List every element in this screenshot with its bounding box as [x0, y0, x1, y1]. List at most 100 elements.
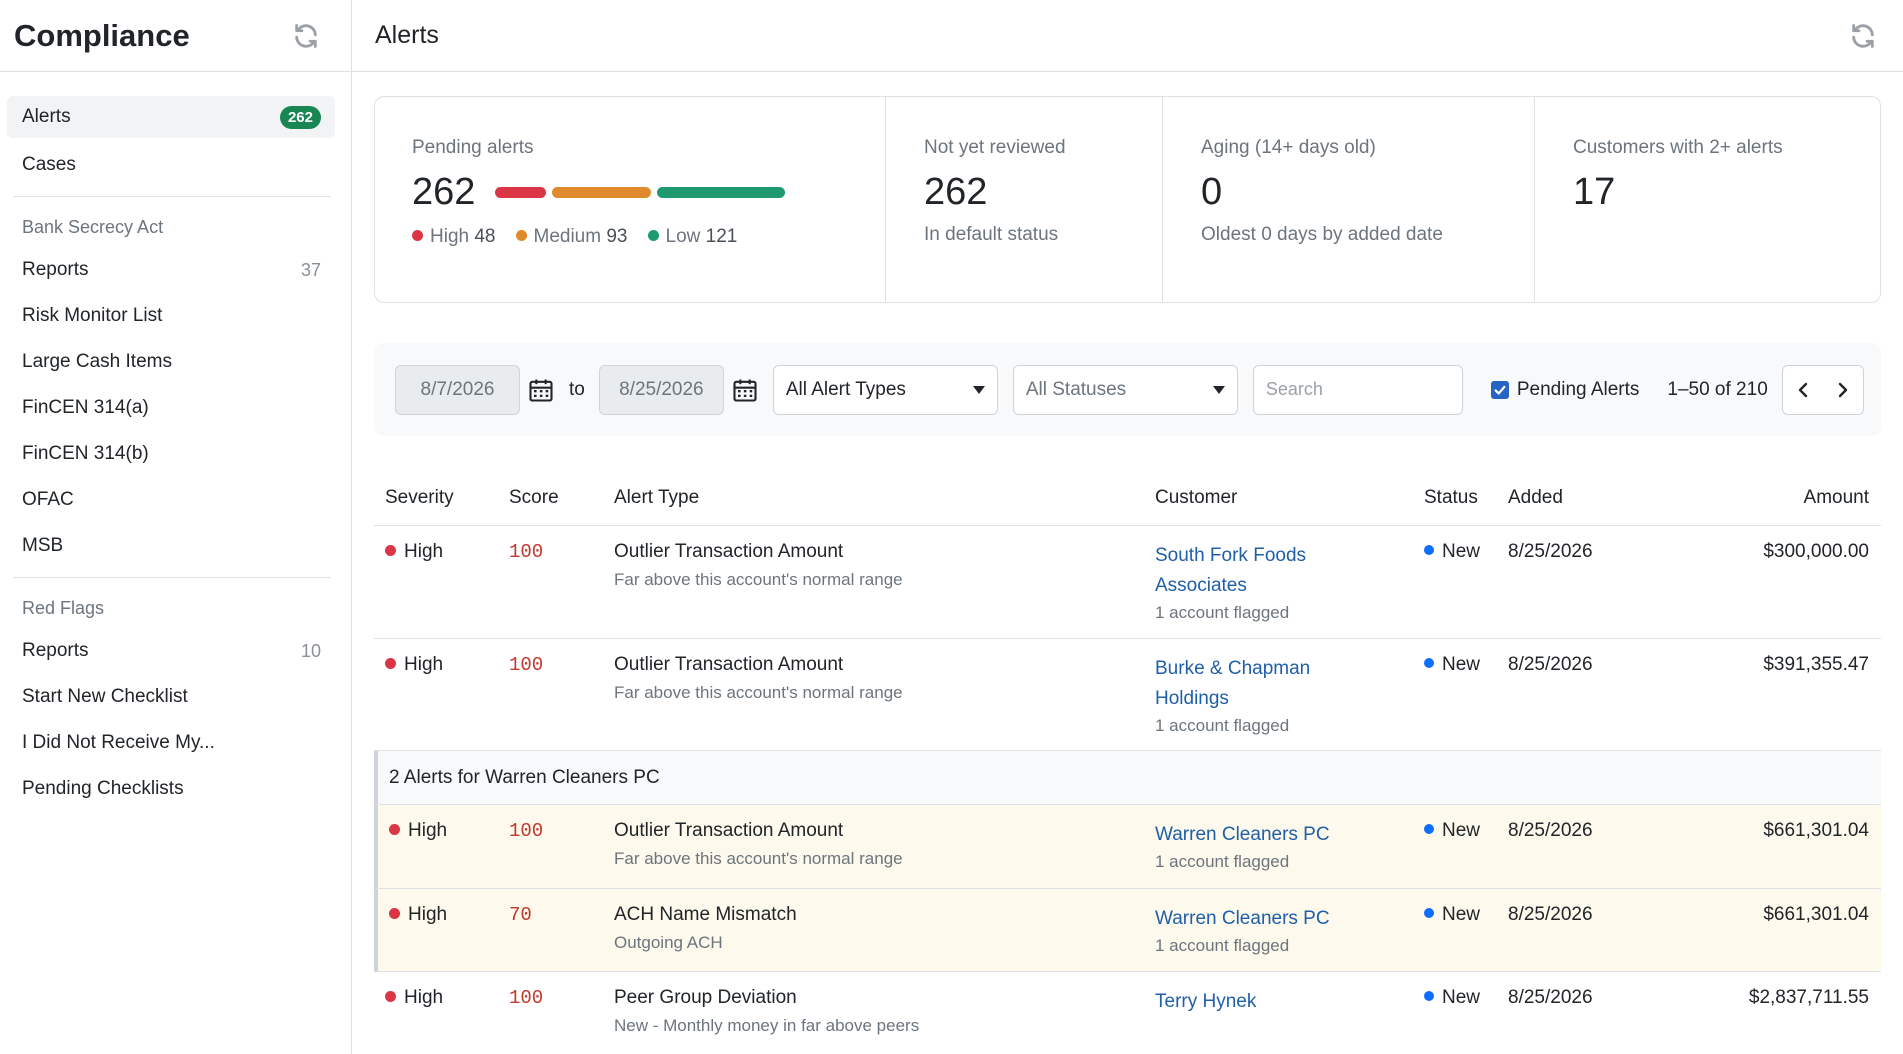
reports-count: 10 — [300, 640, 321, 661]
alert-type-select[interactable]: All Alert Types — [772, 364, 998, 415]
col-customer[interactable]: Customer — [1155, 486, 1238, 508]
to-label: to — [569, 378, 585, 400]
customer-link[interactable]: South Fork Foods Associates — [1155, 545, 1307, 596]
table-row[interactable]: High 100 Peer Group Deviation New - Month… — [374, 972, 1881, 1054]
chevron-left-icon — [1798, 382, 1807, 397]
sidebar-item-label: Pending Checklists — [22, 778, 184, 799]
table-row[interactable]: High 70 ACH Name Mismatch Outgoing ACH Wa… — [374, 889, 1881, 972]
legend-label: Medium — [533, 226, 602, 247]
col-severity[interactable]: Severity — [385, 486, 454, 508]
alert-type-title: ACH Name Mismatch — [614, 904, 797, 925]
sidebar-item-did-not-receive[interactable]: I Did Not Receive My... — [7, 720, 335, 766]
col-added[interactable]: Added — [1508, 486, 1563, 508]
severity-label: High — [404, 654, 444, 675]
sidebar-item-risk-monitor-list[interactable]: Risk Monitor List — [7, 293, 335, 339]
medium-severity-bar — [552, 187, 651, 198]
table-row[interactable]: High 100 Outlier Transaction Amount Far a… — [374, 526, 1881, 639]
col-score[interactable]: Score — [509, 486, 559, 508]
sidebar-item-fincen-314a[interactable]: FinCEN 314(a) — [7, 385, 335, 431]
calendar-icon[interactable] — [527, 375, 557, 405]
customer-sub: 1 account flagged — [1155, 852, 1290, 871]
stat-value: 17 — [1573, 171, 1616, 213]
sidebar-item-large-cash-items[interactable]: Large Cash Items — [7, 339, 335, 385]
customer-link[interactable]: Warren Cleaners PC — [1155, 824, 1330, 845]
status-select[interactable]: All Statuses — [1012, 364, 1238, 415]
date-from-input[interactable]: 8/7/2026 — [395, 364, 520, 415]
customer-link[interactable]: Terry Hynek — [1155, 991, 1257, 1012]
stat-label: Customers with 2+ alerts — [1573, 137, 1783, 158]
customer-link[interactable]: Warren Cleaners PC — [1155, 908, 1330, 929]
customer-sub: 1 account flagged — [1155, 716, 1290, 735]
status-label: New — [1442, 904, 1481, 925]
sidebar-item-msb[interactable]: MSB — [7, 523, 335, 569]
score-cell: 100 — [509, 541, 544, 563]
stat-not-yet-reviewed: Not yet reviewed 262 In default status — [886, 97, 1163, 302]
next-page-button[interactable] — [1823, 366, 1863, 414]
search-input[interactable] — [1252, 364, 1463, 415]
pending-value-row: 262 — [412, 159, 855, 214]
legend-high: High 48 — [412, 226, 496, 248]
alert-type-sub: Outgoing ACH — [614, 933, 723, 952]
high-severity-bar — [495, 187, 547, 198]
sidebar-divider — [13, 196, 331, 197]
added-cell: 8/25/2026 — [1508, 654, 1593, 675]
sidebar-item-bsa-reports[interactable]: Reports 37 — [7, 247, 335, 293]
alert-type-sub: Far above this account's normal range — [614, 570, 903, 589]
legend-count: 121 — [705, 226, 738, 247]
status-dot-icon — [1424, 991, 1434, 1001]
table-row[interactable]: High 100 Outlier Transaction Amount Far a… — [374, 639, 1881, 751]
severity-cell: High — [374, 639, 509, 750]
sidebar-item-label: Alerts — [22, 106, 71, 127]
sidebar: Compliance Alerts 262 Cases Bank Secrecy… — [0, 0, 352, 1054]
customer-group-header[interactable]: 2 Alerts for Warren Cleaners PC — [374, 751, 1881, 805]
severity-label: High — [404, 541, 444, 562]
legend-label: High — [430, 226, 470, 247]
col-status[interactable]: Status — [1424, 486, 1478, 508]
col-amount[interactable]: Amount — [1803, 486, 1869, 508]
col-alert-type[interactable]: Alert Type — [614, 486, 700, 508]
stats-panel: Pending alerts 262 High 48 Medium 93 Low… — [374, 96, 1881, 303]
stat-value: 262 — [412, 171, 476, 213]
reports-count: 37 — [300, 259, 321, 280]
sidebar-item-alerts[interactable]: Alerts 262 — [7, 96, 335, 138]
sidebar-item-pending-checklists[interactable]: Pending Checklists — [7, 766, 335, 812]
low-dot-icon — [647, 230, 659, 241]
alert-type-value: All Alert Types — [785, 378, 906, 400]
customer-cell: Burke & Chapman Holdings 1 account flagge… — [1155, 639, 1424, 750]
status-cell: New — [1424, 639, 1508, 750]
chevron-down-icon — [972, 385, 985, 394]
status-label: New — [1442, 541, 1481, 562]
status-dot-icon — [1424, 908, 1434, 918]
amount-cell: $2,837,711.55 — [1748, 987, 1869, 1008]
sidebar-item-rf-reports[interactable]: Reports 10 — [7, 628, 335, 674]
severity-dot-icon — [389, 908, 400, 919]
calendar-icon[interactable] — [731, 375, 761, 405]
high-dot-icon — [412, 230, 423, 241]
alert-type-cell: Outlier Transaction Amount Far above this… — [614, 639, 1155, 750]
stat-pending-alerts: Pending alerts 262 High 48 Medium 93 Low… — [375, 97, 886, 302]
sidebar-item-label: FinCEN 314(b) — [22, 443, 149, 464]
added-cell: 8/25/2026 — [1508, 541, 1593, 562]
sidebar-item-ofac[interactable]: OFAC — [7, 477, 335, 523]
status-label: New — [1442, 820, 1481, 841]
sidebar-item-fincen-314b[interactable]: FinCEN 314(b) — [7, 431, 335, 477]
chevron-down-icon — [1212, 385, 1225, 394]
stat-value: 0 — [1201, 171, 1223, 213]
sidebar-item-start-new-checklist[interactable]: Start New Checklist — [7, 674, 335, 720]
table-row[interactable]: High 100 Outlier Transaction Amount Far a… — [374, 805, 1881, 889]
alert-type-sub: Far above this account's normal range — [614, 849, 903, 868]
alerts-table: Severity Score Alert Type Customer Statu… — [374, 470, 1881, 1054]
customer-sub: 1 account flagged — [1155, 936, 1290, 955]
alert-type-title: Outlier Transaction Amount — [614, 820, 844, 841]
amount-cell: $661,301.04 — [1763, 820, 1869, 841]
pending-alerts-checkbox[interactable]: Pending Alerts — [1490, 379, 1639, 401]
customer-link[interactable]: Burke & Chapman Holdings — [1155, 658, 1311, 709]
date-to-input[interactable]: 8/25/2026 — [598, 364, 724, 415]
severity-dot-icon — [389, 824, 400, 835]
refresh-icon[interactable] — [291, 21, 321, 51]
stat-aging: Aging (14+ days old) 0 Oldest 0 days by … — [1163, 97, 1535, 302]
refresh-icon[interactable] — [1848, 21, 1878, 51]
sidebar-item-cases[interactable]: Cases — [7, 142, 335, 188]
prev-page-button[interactable] — [1783, 366, 1823, 414]
alert-type-title: Peer Group Deviation — [614, 987, 797, 1008]
